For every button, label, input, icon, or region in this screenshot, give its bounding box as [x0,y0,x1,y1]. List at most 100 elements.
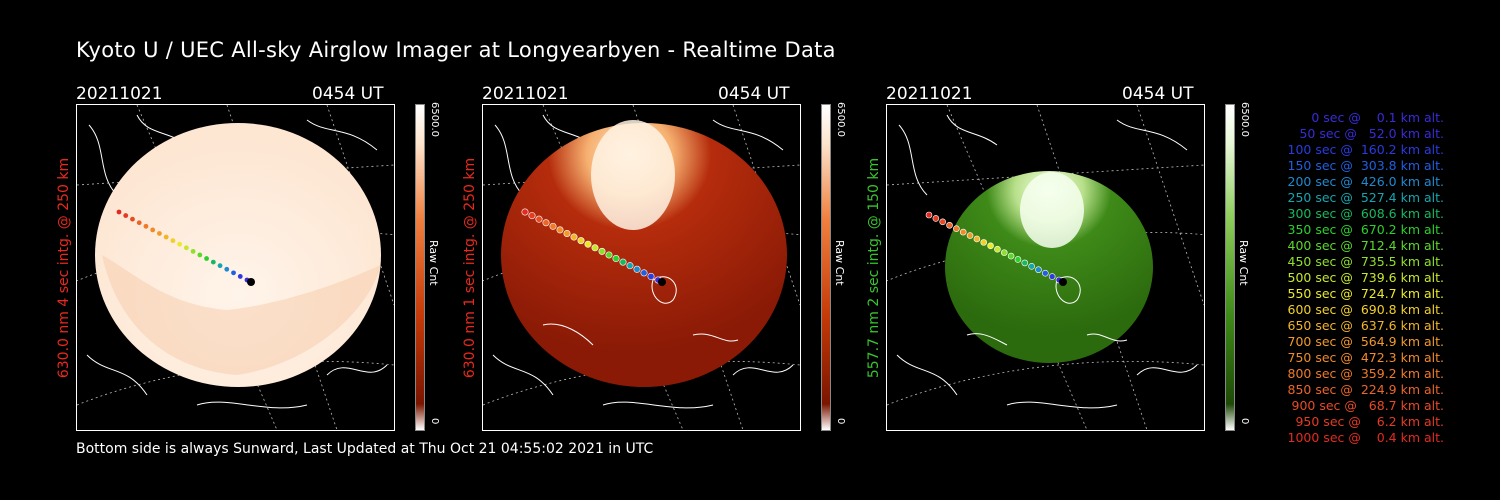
allsky-image [886,104,1205,431]
track-point [197,252,203,258]
track-point [953,225,960,232]
legend-row: 750 sec @ 472.3 km alt. [1283,350,1445,365]
track-point [116,209,122,215]
legend-row: 600 sec @ 690.8 km alt. [1283,302,1445,317]
panel-ylabel: 630.0 nm 1 sec intg. @ 250 km [462,157,478,378]
allsky-image [482,104,801,431]
legend-row: 550 sec @ 724.7 km alt. [1283,286,1445,301]
station-marker [658,278,666,286]
legend-row: 350 sec @ 670.2 km alt. [1283,222,1445,237]
legend-row: 900 sec @ 68.7 km alt. [1287,398,1444,413]
track-point [210,259,216,265]
legend-row: 850 sec @ 224.9 km alt. [1283,382,1445,397]
track-point [647,272,655,280]
legend-row: 300 sec @ 608.6 km alt. [1283,206,1445,221]
track-point [932,215,940,222]
colorbar [821,104,831,431]
track-point [1035,266,1042,274]
panel-ylabel: 630.0 nm 4 sec intg. @ 250 km [56,157,72,378]
track-point [542,219,550,227]
track-point [577,237,585,245]
colorbar [415,104,425,431]
track-point [1021,259,1029,267]
track-point [535,215,543,223]
map-coastlines [86,114,388,409]
track-point [973,235,981,243]
track-point [130,216,135,222]
track-point [584,240,592,248]
panel-ylabel-wrap: 557.7 nm 2 sec intg. @ 150 km [864,104,884,431]
colorbar-min-label: 0 [1239,418,1250,425]
track-point [190,248,196,254]
track-point [1014,256,1022,263]
legend-row: 700 sec @ 564.9 km alt. [1283,334,1445,349]
track-point [556,226,564,234]
station-marker [247,278,255,286]
legend-row: 800 sec @ 359.2 km alt. [1283,366,1445,381]
allsky-field [945,171,1153,363]
track-point [605,251,613,259]
colorbar-max-label: 6500.0 [429,102,440,137]
track-point [1042,269,1049,277]
colorbar-min-label: 0 [835,418,846,425]
track-point [640,269,648,277]
legend-row: 50 sec @ 52.0 km alt. [1291,126,1444,141]
track-point [925,211,933,219]
track-point [619,258,627,266]
track-point [966,232,974,239]
satellite-track [116,209,255,286]
legend-row: 650 sec @ 637.6 km alt. [1283,318,1445,333]
track-point [1000,249,1008,256]
track-point [612,255,620,263]
track-point [177,241,183,247]
track-point [987,242,994,250]
track-point [549,222,557,230]
track-point [224,266,230,272]
panel-date: 20211021 [482,84,569,104]
legend-row: 0 sec @ 0.1 km alt. [1299,110,1444,125]
track-point [994,245,1001,253]
track-point [163,234,169,240]
track-point [183,245,189,251]
track-point [633,265,641,273]
track-point [123,213,129,218]
legend-row: 200 sec @ 426.0 km alt. [1283,174,1445,189]
legend-row: 100 sec @ 160.2 km alt. [1283,142,1445,157]
legend-row: 1000 sec @ 0.4 km alt. [1287,430,1444,445]
legend-row: 150 sec @ 303.8 km alt. [1283,158,1445,173]
panel-ylabel-wrap: 630.0 nm 4 sec intg. @ 250 km [54,104,74,431]
track-point [598,247,606,255]
map-coastlines [492,114,794,409]
panel-ylabel: 557.7 nm 2 sec intg. @ 150 km [866,157,882,378]
track-point [1007,252,1015,260]
track-point [237,274,243,279]
legend-row: 400 sec @ 712.4 km alt. [1283,238,1445,253]
panel-date: 20211021 [76,84,163,104]
station-marker [1059,278,1067,286]
track-point [217,263,223,269]
satellite-track [925,211,1067,286]
panel-ylabel-wrap: 630.0 nm 1 sec intg. @ 250 km [460,104,480,431]
page-title: Kyoto U / UEC All-sky Airglow Imager at … [76,38,836,62]
allsky-image [76,104,395,431]
track-point [591,244,599,252]
track-point [157,231,162,236]
colorbar-unit-label: Raw Cnt [1237,240,1250,286]
track-point [1048,273,1056,280]
allsky-field [501,123,787,387]
track-point [528,212,536,220]
satellite-track [521,208,666,286]
track-point [959,228,967,236]
legend-row: 950 sec @ 6.2 km alt. [1291,414,1444,429]
colorbar-unit-label: Raw Cnt [833,240,846,286]
track-point [980,239,988,246]
track-point [1028,263,1035,270]
track-altitude-legend: 0 sec @ 0.1 km alt. 50 sec @ 52.0 km alt… [1268,110,1445,446]
track-point [204,256,209,261]
panel-date: 20211021 [886,84,973,104]
colorbar-max-label: 6500.0 [1239,102,1250,137]
track-point [939,218,946,226]
panel-time: 0454 UT [312,84,384,104]
map-coastlines [896,114,1198,409]
track-point [136,220,142,226]
